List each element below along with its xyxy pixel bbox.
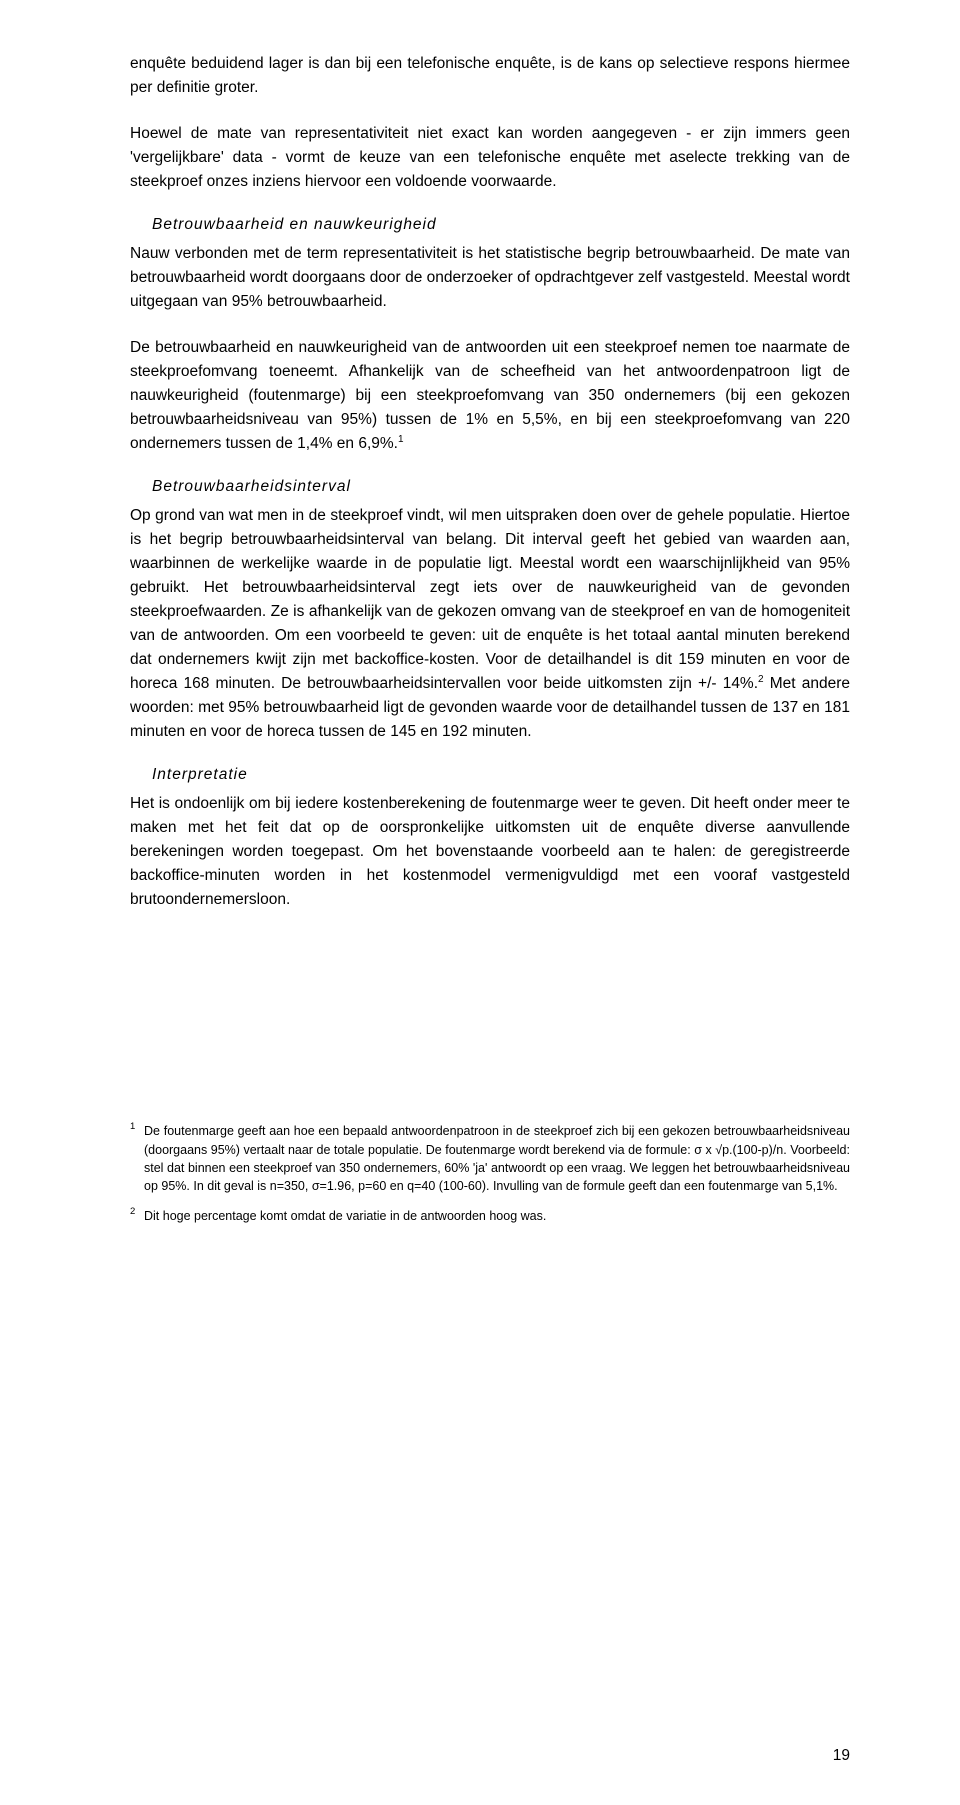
paragraph: De betrouwbaarheid en nauwkeurigheid van… — [130, 336, 850, 456]
footnote-text: De foutenmarge geeft aan hoe een bepaald… — [144, 1124, 850, 1192]
subheading-interpretatie: Interpretatie — [152, 766, 850, 784]
footnote-2: 2 Dit hoge percentage komt omdat de vari… — [130, 1207, 850, 1225]
page-number: 19 — [833, 1747, 850, 1765]
subheading-betrouwbaarheid: Betrouwbaarheid en nauwkeurigheid — [152, 216, 850, 234]
paragraph-text: Op grond van wat men in de steekproef vi… — [130, 507, 850, 692]
document-page: enquête beduidend lager is dan bij een t… — [0, 0, 960, 1805]
paragraph-text: De betrouwbaarheid en nauwkeurigheid van… — [130, 339, 850, 452]
paragraph: Nauw verbonden met de term representativ… — [130, 242, 850, 314]
footnotes-block: 1 De foutenmarge geeft aan hoe een bepaa… — [130, 1122, 850, 1225]
footnote-marker: 2 — [130, 1205, 135, 1219]
footnote-ref-1: 1 — [398, 434, 404, 445]
paragraph: Het is ondoenlijk om bij iedere kostenbe… — [130, 792, 850, 912]
footnote-1: 1 De foutenmarge geeft aan hoe een bepaa… — [130, 1122, 850, 1195]
paragraph: Op grond van wat men in de steekproef vi… — [130, 504, 850, 744]
paragraph: Hoewel de mate van representativiteit ni… — [130, 122, 850, 194]
footnote-marker: 1 — [130, 1120, 135, 1134]
footnote-text: Dit hoge percentage komt omdat de variat… — [144, 1209, 546, 1223]
paragraph: enquête beduidend lager is dan bij een t… — [130, 52, 850, 100]
subheading-interval: Betrouwbaarheidsinterval — [152, 478, 850, 496]
